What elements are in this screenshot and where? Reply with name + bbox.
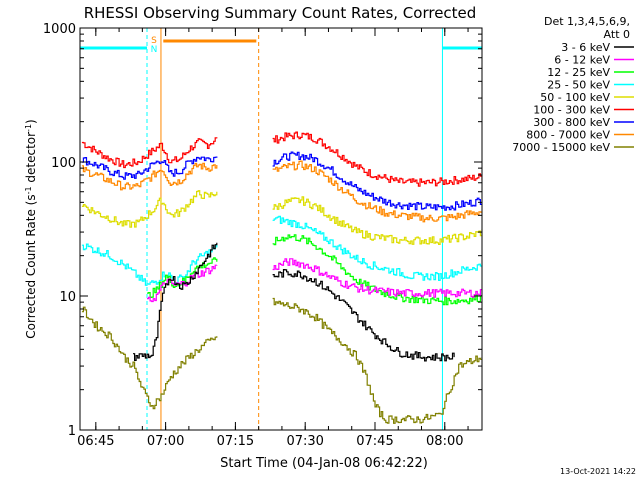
y-tick-label: 1000	[43, 22, 76, 37]
legend-label: 50 - 100 keV	[540, 91, 610, 104]
plot-frame	[79, 27, 483, 431]
series-line-3-1	[272, 196, 482, 245]
y-axis-label: Corrected Count Rate (s-1 detector-1)	[24, 119, 39, 338]
x-axis-label: Start Time (04-Jan-08 06:42:22)	[220, 456, 428, 471]
plot-area	[80, 28, 482, 430]
series-line-7-1	[272, 269, 455, 362]
y-tick-label: 10	[59, 290, 76, 305]
night-flag-label: N	[151, 45, 158, 55]
series-line-4-1	[272, 215, 482, 281]
x-tick-label: 07:45	[356, 434, 393, 449]
plot-layer: 1 10 100 1000 06:45 07:00 07:15 07:30 07:45 08:00…	[43, 22, 482, 449]
legend-label: 12 - 25 keV	[547, 66, 610, 79]
legend-label: 100 - 300 keV	[533, 104, 610, 117]
saa-flag-label: S	[151, 36, 157, 46]
legend-header-2: Att 0	[604, 28, 630, 41]
x-tick-label: 06:45	[77, 434, 114, 449]
series-line-8-1	[272, 297, 482, 424]
series-line-8-0	[81, 306, 218, 410]
x-tick-label: 07:00	[147, 434, 184, 449]
series-line-6-0	[147, 264, 218, 303]
y-tick-label: 100	[51, 156, 76, 171]
legend-label: 3 - 6 keV	[561, 41, 610, 54]
series-line-7-0	[133, 242, 218, 361]
series-line-1-0	[81, 156, 218, 180]
legend-label: 7000 - 15000 keV	[512, 141, 610, 154]
series-line-6-1	[272, 258, 482, 298]
y-axis-label-mid: detector	[24, 132, 38, 187]
y-tick-label: 1	[68, 424, 76, 439]
legend-label: 6 - 12 keV	[554, 54, 610, 67]
legend-header-1: Det 1,3,4,5,6,9,	[544, 15, 630, 28]
legend-label: 25 - 50 keV	[547, 79, 610, 92]
footer-date: 13-Oct-2021 14:22	[560, 467, 636, 476]
series-line-2-1	[272, 160, 482, 223]
chart-title: RHESSI Observing Summary Count Rates, Co…	[84, 4, 477, 22]
series-line-0-0	[81, 137, 218, 169]
y-axis-label-sup-2: -1	[24, 124, 33, 132]
series-line-1-1	[272, 151, 482, 211]
x-tick-label: 08:00	[426, 434, 463, 449]
series-line-3-0	[81, 190, 218, 228]
legend-label: 300 - 800 keV	[533, 116, 610, 129]
series-line-5-1	[272, 234, 482, 306]
y-axis-label-end: )	[24, 119, 38, 124]
series-line-4-0	[81, 243, 218, 286]
series-line-0-1	[272, 131, 482, 187]
series-line-2-0	[81, 162, 218, 191]
x-tick-label: 07:30	[286, 434, 323, 449]
legend-label: 800 - 7000 keV	[526, 129, 610, 142]
y-axis-label-main: Corrected Count Rate (s	[24, 194, 38, 338]
y-axis-label-sup-1: -1	[24, 186, 33, 194]
x-tick-label: 07:15	[217, 434, 254, 449]
